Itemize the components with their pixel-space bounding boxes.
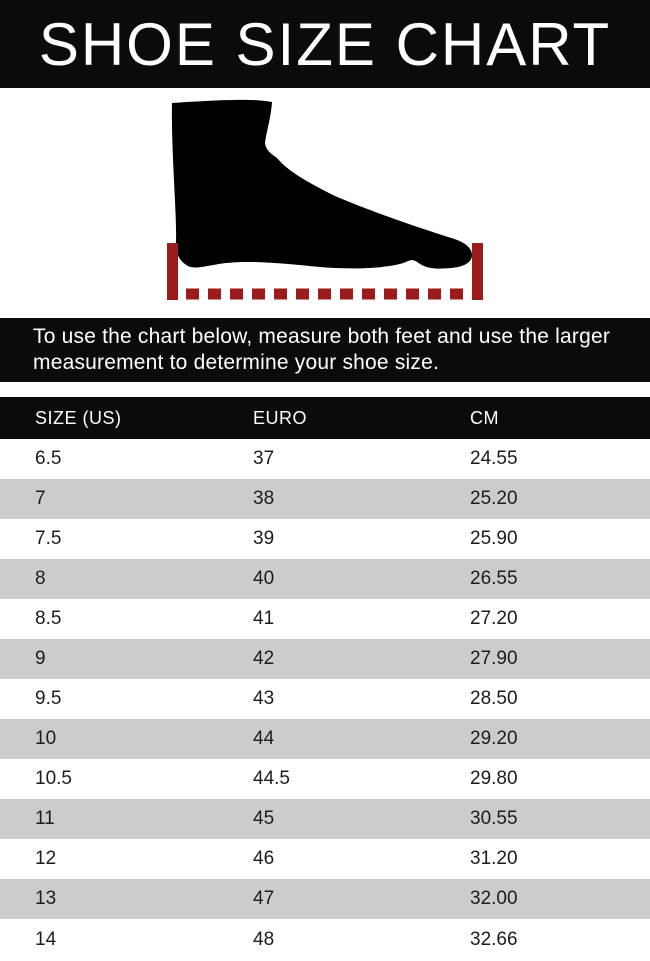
instruction-line-2: measurement to determine your shoe size. bbox=[33, 351, 440, 374]
table-cell: 27.90 bbox=[470, 648, 518, 669]
table-cell: 30.55 bbox=[470, 808, 518, 829]
table-cell: 48 bbox=[253, 929, 275, 950]
table-row: 9.5 43 28.50 bbox=[0, 679, 650, 719]
table-cell: 13 bbox=[35, 888, 57, 909]
table-header-row: SIZE (US) EURO CM bbox=[0, 397, 650, 439]
table-gap bbox=[0, 382, 650, 397]
table-cell: 44 bbox=[253, 728, 275, 749]
table-row: 7 38 25.20 bbox=[0, 479, 650, 519]
table-cell: 11 bbox=[35, 808, 55, 829]
table-cell: 32.00 bbox=[470, 888, 518, 909]
measure-bracket-left bbox=[167, 243, 178, 300]
table-cell: 9 bbox=[35, 648, 46, 669]
measure-bracket-right bbox=[472, 243, 483, 300]
table-row: 12 46 31.20 bbox=[0, 839, 650, 879]
table-cell: 29.20 bbox=[470, 728, 518, 749]
table-cell: 25.90 bbox=[470, 528, 518, 549]
table-row: 13 47 32.00 bbox=[0, 879, 650, 919]
column-header-euro: EURO bbox=[253, 407, 308, 428]
table-row: 7.5 39 25.90 bbox=[0, 519, 650, 559]
table-row: 8.5 41 27.20 bbox=[0, 599, 650, 639]
table-cell: 7 bbox=[35, 488, 46, 509]
table-row: 10 44 29.20 bbox=[0, 719, 650, 759]
table-row: 9 42 27.90 bbox=[0, 639, 650, 679]
instruction-bar: To use the chart below, measure both fee… bbox=[0, 318, 650, 382]
table-row: 14 48 32.66 bbox=[0, 919, 650, 961]
table-cell: 10.5 bbox=[35, 768, 72, 789]
table-row: 11 45 30.55 bbox=[0, 799, 650, 839]
table-cell: 24.55 bbox=[470, 448, 518, 469]
table-cell: 6.5 bbox=[35, 448, 62, 469]
table-cell: 14 bbox=[35, 929, 57, 950]
title-bar: SHOE SIZE CHART bbox=[0, 0, 650, 88]
table-cell: 8.5 bbox=[35, 608, 62, 629]
table-cell: 40 bbox=[253, 568, 275, 589]
table-row: 6.5 37 24.55 bbox=[0, 439, 650, 479]
table-cell: 44.5 bbox=[253, 768, 290, 789]
instruction-line-1: To use the chart below, measure both fee… bbox=[33, 325, 611, 348]
table-cell: 42 bbox=[253, 648, 275, 669]
size-table-body: 6.5 37 24.55 7 38 25.20 7.5 39 25.90 8 40 26.55 8.5 4… bbox=[0, 439, 650, 961]
size-table: SIZE (US) EURO CM 6.5 37 24.55 7 38 25.20 7.5 3… bbox=[0, 397, 650, 961]
table-cell: 45 bbox=[253, 808, 275, 829]
foot-shape bbox=[171, 99, 472, 269]
table-cell: 10 bbox=[35, 728, 57, 749]
table-cell: 12 bbox=[35, 848, 57, 869]
table-cell: 41 bbox=[253, 608, 275, 629]
table-cell: 26.55 bbox=[470, 568, 518, 589]
table-cell: 7.5 bbox=[35, 528, 62, 549]
table-cell: 25.20 bbox=[470, 488, 518, 509]
table-cell: 29.80 bbox=[470, 768, 518, 789]
foot-illustration bbox=[0, 88, 650, 318]
table-cell: 8 bbox=[35, 568, 46, 589]
table-row: 8 40 26.55 bbox=[0, 559, 650, 599]
table-cell: 46 bbox=[253, 848, 275, 869]
table-cell: 32.66 bbox=[470, 929, 518, 950]
table-cell: 37 bbox=[253, 448, 275, 469]
table-cell: 9.5 bbox=[35, 688, 62, 709]
table-cell: 31.20 bbox=[470, 848, 518, 869]
table-cell: 47 bbox=[253, 888, 275, 909]
table-cell: 27.20 bbox=[470, 608, 518, 629]
column-header-cm: CM bbox=[470, 407, 499, 428]
column-header-size-us: SIZE (US) bbox=[35, 407, 122, 428]
table-cell: 28.50 bbox=[470, 688, 518, 709]
foot-silhouette-icon bbox=[167, 99, 483, 300]
table-cell: 43 bbox=[253, 688, 275, 709]
table-cell: 39 bbox=[253, 528, 275, 549]
page-title: SHOE SIZE CHART bbox=[38, 10, 612, 78]
table-row: 10.5 44.5 29.80 bbox=[0, 759, 650, 799]
table-cell: 38 bbox=[253, 488, 275, 509]
